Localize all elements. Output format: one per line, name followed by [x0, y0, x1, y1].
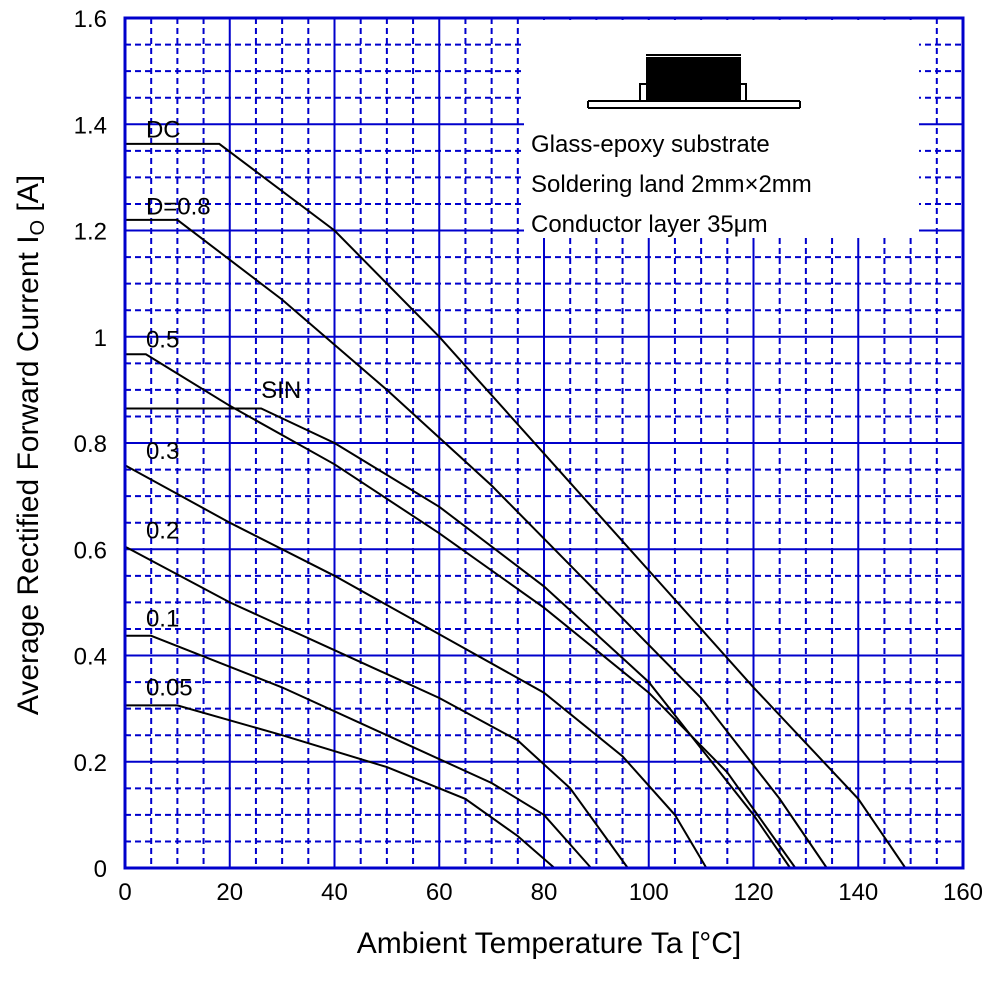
note-background	[524, 20, 919, 238]
y-tick-label: 0.4	[74, 644, 107, 671]
curve-0-3	[124, 464, 708, 869]
y-axis-title-subscript: O	[27, 220, 49, 236]
note-line-land: Soldering land 2mm×2mm	[531, 171, 812, 198]
curve-0-2	[124, 545, 629, 869]
x-tick-label: 140	[838, 879, 878, 906]
curve-label-0-1: 0.1	[146, 605, 179, 632]
y-tick-label: 1	[94, 325, 107, 352]
y-tick-label: 1.2	[74, 219, 107, 246]
curve-label-0-3: 0.3	[146, 438, 179, 465]
y-tick-label: 0	[94, 856, 107, 883]
y-axis-title: Average Rectified Forward Current IO [A]	[12, 175, 49, 715]
curve-sin	[125, 407, 792, 869]
tick-label-layer: 0 20 40 60 80 100 120 140 160 0 0.2 0.4 0.6 0.8 1 1.2 1.…	[74, 6, 983, 906]
curve-0-1	[125, 634, 592, 869]
y-tick-label: 1.4	[74, 112, 107, 139]
x-tick-label: 160	[943, 879, 983, 906]
substrate-note: Glass-epoxy substrate Soldering land 2mm…	[524, 20, 919, 238]
curve-label-sin: SIN	[261, 377, 301, 404]
curve-label-0-2: 0.2	[146, 518, 179, 545]
x-tick-label: 120	[733, 879, 773, 906]
note-line-substrate: Glass-epoxy substrate	[531, 131, 770, 158]
x-tick-label: 0	[118, 879, 131, 906]
curve-label-0-05: 0.05	[146, 674, 193, 701]
frame-layer	[123, 16, 965, 870]
y-tick-label: 1.6	[74, 6, 107, 33]
curve-0-05	[125, 704, 556, 869]
x-tick-label: 20	[216, 879, 243, 906]
curve-0-5	[125, 353, 797, 869]
package-diagram-icon	[587, 54, 801, 109]
x-tick-label: 80	[531, 879, 558, 906]
plot-frame	[123, 16, 965, 870]
x-tick-label: 60	[426, 879, 453, 906]
y-tick-label: 0.2	[74, 750, 107, 777]
curve-d-0-8	[125, 218, 828, 869]
curve-label-layer: DC D=0.8 0.5 SIN 0.3 0.2 0.1 0.05	[146, 117, 301, 702]
curve-dc	[125, 142, 907, 869]
x-tick-label: 40	[321, 879, 348, 906]
y-axis-title-main: Average Rectified Forward Current I	[12, 235, 45, 715]
x-axis-title: Ambient Temperature Ta [°C]	[357, 927, 741, 960]
y-tick-label: 0.8	[74, 431, 107, 458]
curve-label-dc: DC	[146, 117, 181, 144]
x-tick-label: 100	[629, 879, 669, 906]
curve-label-0-5: 0.5	[146, 326, 179, 353]
curve-label-d-0-8: D=0.8	[146, 194, 211, 221]
y-axis-title-unit: [A]	[12, 175, 45, 220]
note-line-conductor: Conductor layer 35μm	[531, 211, 768, 238]
y-tick-label: 0.6	[74, 537, 107, 564]
curve-layer	[124, 142, 907, 869]
